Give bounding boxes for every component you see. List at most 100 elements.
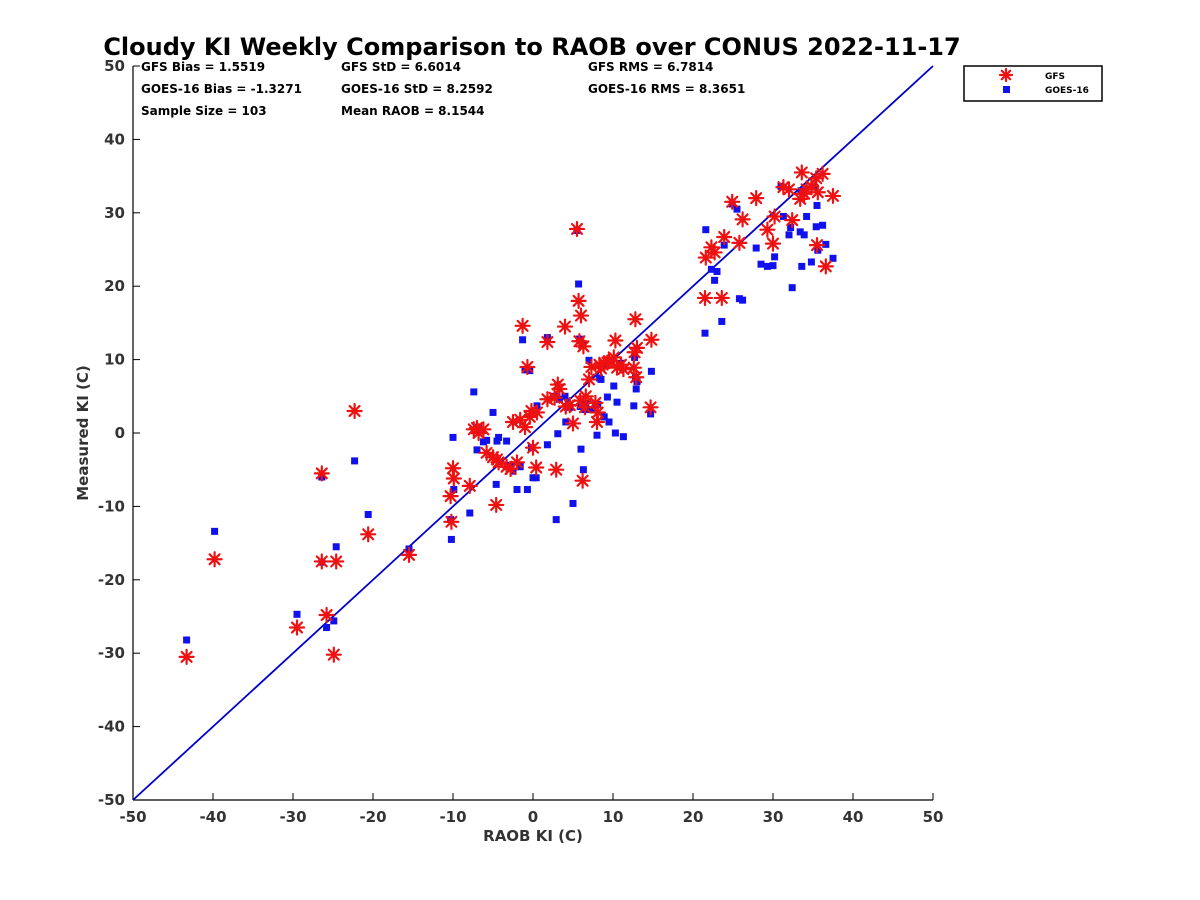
x-tick-label: 20: [683, 808, 704, 826]
gfs-point: [808, 236, 826, 254]
gfs-point: [587, 394, 604, 412]
gfs-point: [575, 338, 592, 355]
gfs-point: [546, 389, 563, 406]
gfs-point: [318, 606, 335, 624]
goes16-point: [579, 466, 587, 474]
stat-mean-raob: Mean RAOB = 8.1544: [341, 104, 485, 118]
gfs-point: [724, 193, 741, 210]
y-tick-label: -40: [98, 718, 125, 736]
goes16-point: [575, 280, 583, 288]
gfs-point: [592, 360, 610, 377]
goes16-point: [803, 212, 811, 220]
goes16-point: [543, 441, 551, 449]
goes16-point: [752, 244, 760, 252]
goes16-point: [492, 480, 500, 488]
goes16-point: [450, 486, 458, 494]
goes16-point: [513, 486, 521, 494]
gfs-point: [523, 402, 540, 420]
goes16-point: [466, 509, 474, 517]
goes16-point: [183, 636, 191, 644]
goes16-point: [798, 262, 806, 270]
x-tick-label: 40: [843, 808, 864, 826]
goes16-point: [605, 418, 613, 426]
goes16-point: [489, 408, 497, 416]
x-tick-label: -20: [359, 808, 386, 826]
stat-goes-bias: GOES-16 Bias = -1.3271: [141, 82, 302, 96]
goes16-point: [293, 610, 301, 618]
gfs-point: [206, 551, 223, 568]
gfs-point: [528, 404, 546, 421]
legend: GFS GOES-16: [963, 65, 1103, 102]
y-tick-label: -20: [98, 571, 125, 589]
gfs-point: [643, 331, 660, 348]
x-tick-label: 50: [923, 808, 944, 826]
stat-gfs-rms: GFS RMS = 6.7814: [588, 60, 713, 74]
gfs-point: [748, 190, 765, 207]
gfs-point: [313, 465, 330, 482]
stat-goes-rms: GOES-16 RMS = 8.3651: [588, 82, 745, 96]
gfs-point: [780, 181, 798, 198]
gfs-point: [599, 354, 616, 371]
goes16-point: [523, 486, 531, 494]
goes16-point: [807, 258, 815, 266]
goes16-point: [473, 446, 481, 454]
goes16-point: [493, 437, 501, 445]
gfs-point: [628, 339, 646, 356]
goes16-point: [503, 437, 511, 445]
goes16-point: [532, 474, 540, 482]
gfs-point: [475, 421, 492, 438]
goes16-point: [611, 429, 619, 437]
gfs-point: [360, 526, 377, 543]
legend-gfs-asterisk: [998, 67, 1014, 83]
goes16-point: [483, 436, 491, 444]
gfs-point: [625, 359, 642, 376]
gfs-point: [612, 356, 630, 373]
goes16-point: [788, 284, 796, 292]
goes16-point: [787, 223, 795, 231]
goes16-point: [610, 382, 618, 390]
gfs-point: [731, 234, 748, 251]
gfs-point: [548, 461, 565, 478]
gfs-point: [313, 553, 330, 570]
stat-gfs-std: GFS StD = 6.6014: [341, 60, 461, 74]
gfs-point: [551, 380, 568, 398]
gfs-point: [572, 307, 590, 324]
gfs-point: [577, 388, 594, 405]
gfs-point: [564, 415, 582, 432]
goes16-point: [739, 296, 747, 304]
y-axis-label: Measured KI (C): [74, 365, 92, 501]
gfs-point: [589, 404, 606, 421]
goes16-point: [552, 516, 560, 524]
gfs-point: [288, 619, 306, 636]
gfs-point: [556, 318, 574, 335]
gfs-point: [784, 212, 801, 229]
gfs-point: [824, 187, 842, 205]
gfs-point: [568, 220, 586, 238]
goes16-point: [603, 393, 611, 401]
gfs-point: [519, 358, 536, 376]
goes16-point: [701, 329, 709, 337]
gfs-point: [528, 459, 545, 476]
y-tick-label: -50: [98, 791, 125, 809]
stat-gfs-bias: GFS Bias = 1.5519: [141, 60, 265, 74]
goes16-point: [330, 617, 338, 625]
goes16-point: [351, 457, 359, 465]
goes16-point: [447, 535, 455, 543]
gfs-point: [574, 472, 591, 489]
gfs-point: [488, 451, 506, 468]
goes16-point: [600, 413, 608, 421]
gfs-point: [713, 289, 730, 307]
goes16-point: [495, 433, 503, 441]
gfs-point: [461, 477, 478, 494]
gfs-point: [716, 228, 733, 246]
y-tick-label: 20: [104, 277, 125, 295]
goes16-point: [819, 221, 827, 229]
stat-sample-size: Sample Size = 103: [141, 104, 267, 118]
gfs-point: [570, 292, 587, 309]
goes16-point: [587, 406, 595, 414]
goes16-point: [593, 431, 601, 439]
goes16-point: [769, 262, 777, 270]
legend-gfs-marker: [998, 67, 1014, 83]
goes16-point: [757, 260, 765, 268]
